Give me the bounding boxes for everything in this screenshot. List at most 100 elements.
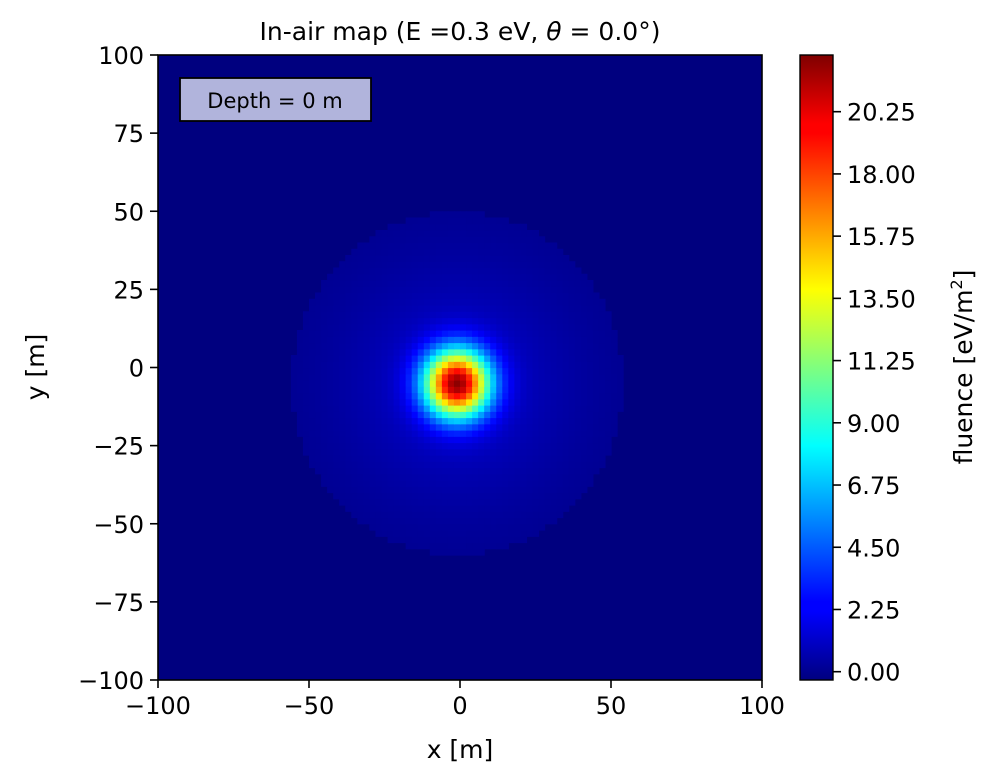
heatmap-cell xyxy=(466,530,473,537)
heatmap-cell xyxy=(357,505,364,512)
heatmap-cell xyxy=(447,455,455,462)
heatmap-cell xyxy=(381,380,389,387)
heatmap-cell xyxy=(574,436,582,444)
heatmap-cell xyxy=(375,361,383,369)
heatmap-cell xyxy=(441,436,449,444)
heatmap-cell xyxy=(453,348,461,356)
heatmap-cell xyxy=(472,548,479,556)
heatmap-cell xyxy=(399,498,407,506)
heatmap-cell xyxy=(490,342,497,350)
heatmap-cell xyxy=(550,511,558,519)
heatmap-cell xyxy=(357,492,364,500)
heatmap-cell xyxy=(568,330,576,337)
heatmap-cell xyxy=(429,436,437,444)
heatmap-cell xyxy=(381,305,389,312)
heatmap-cell xyxy=(423,280,431,287)
heatmap-cell xyxy=(345,330,352,337)
heatmap-cell xyxy=(357,361,364,369)
heatmap-cell xyxy=(309,298,316,306)
heatmap-cell xyxy=(417,311,425,319)
heatmap-cell xyxy=(345,430,352,437)
heatmap-cell xyxy=(393,298,401,306)
heatmap-cell xyxy=(387,405,395,412)
heatmap-cell xyxy=(466,280,473,287)
heatmap-cell xyxy=(611,330,618,337)
heatmap-cell xyxy=(514,261,521,269)
heatmap-cell xyxy=(333,323,340,331)
heatmap-cell xyxy=(417,417,425,425)
heatmap-cell xyxy=(345,411,352,419)
heatmap-cell xyxy=(290,361,298,369)
heatmap-cell xyxy=(357,423,364,431)
heatmap-cell xyxy=(478,367,485,375)
heatmap-cell xyxy=(598,448,606,456)
heatmap-cell xyxy=(435,542,443,550)
heatmap-cell xyxy=(496,255,503,262)
heatmap-cell xyxy=(429,548,437,556)
heatmap-cell xyxy=(472,542,479,550)
heatmap-cell xyxy=(460,423,467,431)
heatmap-cell xyxy=(496,355,503,362)
heatmap-cell xyxy=(544,398,552,406)
heatmap-cell xyxy=(484,386,491,394)
heatmap-cell xyxy=(556,330,564,337)
heatmap-cell xyxy=(429,423,437,431)
heatmap-cell xyxy=(381,492,389,500)
heatmap-cell xyxy=(393,523,401,531)
heatmap-cell xyxy=(574,448,582,456)
heatmap-cell xyxy=(351,267,358,275)
heatmap-cell xyxy=(520,367,528,375)
heatmap-cell xyxy=(321,292,328,300)
colorbar-tick-label: 11.25 xyxy=(847,348,916,376)
heatmap-cell xyxy=(423,405,431,412)
heatmap-cell xyxy=(435,305,443,312)
heatmap-cell xyxy=(496,536,503,544)
heatmap-cell xyxy=(617,392,624,400)
heatmap-cell xyxy=(357,498,364,506)
heatmap-cell xyxy=(490,348,497,356)
heatmap-cell xyxy=(435,523,443,531)
heatmap-cell xyxy=(472,498,479,506)
heatmap-cell xyxy=(375,248,383,256)
heatmap-cell xyxy=(357,348,364,356)
heatmap-cell xyxy=(345,336,352,344)
heatmap-cell xyxy=(399,536,407,544)
heatmap-cell xyxy=(472,517,479,525)
heatmap-cell xyxy=(417,442,425,450)
heatmap-cell xyxy=(321,280,328,287)
heatmap-cell xyxy=(514,242,521,250)
heatmap-cell xyxy=(315,430,322,437)
heatmap-cell xyxy=(520,342,528,350)
heatmap-cell xyxy=(447,373,455,381)
heatmap-cell xyxy=(580,323,588,331)
heatmap-cell xyxy=(411,373,419,381)
heatmap-cell xyxy=(472,398,479,406)
heatmap-cell xyxy=(538,242,546,250)
heatmap-cell xyxy=(375,280,383,287)
heatmap-cell xyxy=(544,486,552,494)
heatmap-cell xyxy=(550,473,558,481)
heatmap-cell xyxy=(363,473,370,481)
heatmap-cell xyxy=(387,342,395,350)
heatmap-cell xyxy=(399,461,407,469)
heatmap-cell xyxy=(562,405,570,412)
heatmap-cell xyxy=(502,230,509,237)
heatmap-cell xyxy=(405,236,413,244)
heatmap-cell xyxy=(411,336,419,344)
heatmap-cell xyxy=(411,267,419,275)
heatmap-cell xyxy=(381,311,389,319)
heatmap-cell xyxy=(611,342,618,350)
heatmap-cell xyxy=(604,392,612,400)
heatmap-cell xyxy=(544,411,552,419)
heatmap-cell xyxy=(538,517,546,525)
heatmap-cell xyxy=(502,511,509,519)
heatmap-cell xyxy=(423,492,431,500)
heatmap-cell xyxy=(333,492,340,500)
heatmap-cell xyxy=(339,317,346,325)
heatmap-cell xyxy=(514,273,521,281)
heatmap-cell xyxy=(550,448,558,456)
heatmap-cell xyxy=(429,411,437,419)
heatmap-cell xyxy=(405,511,413,519)
heatmap-cell xyxy=(369,517,377,525)
heatmap-cell xyxy=(508,398,515,406)
